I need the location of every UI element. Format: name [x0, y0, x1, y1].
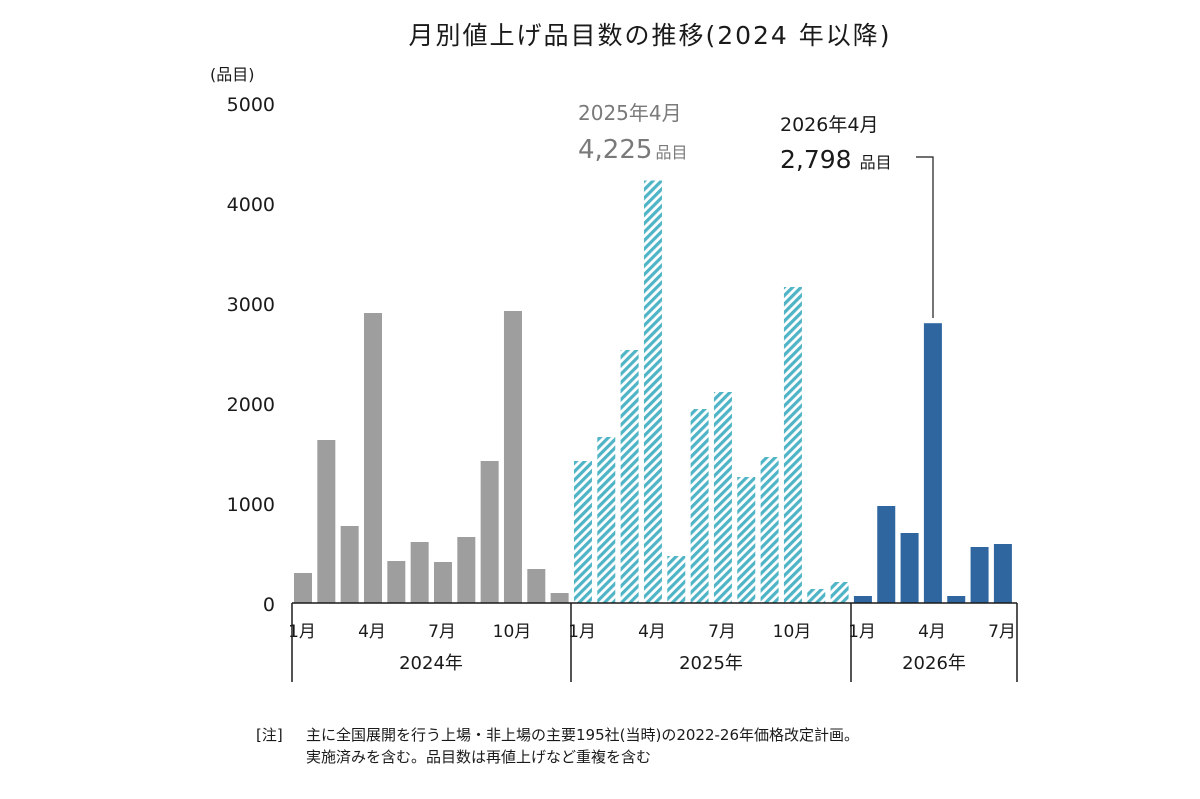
bar-2025-4 [643, 180, 662, 603]
bar-2024-12 [550, 593, 569, 603]
year-label-2025: 2025年 [679, 653, 743, 674]
bar-2024-2 [317, 440, 336, 603]
bar-2024-4 [363, 313, 382, 603]
bar-2024-9 [480, 461, 499, 603]
callout-2026-date: 2026年4月 [780, 114, 878, 136]
footnote-prefix: [注] [256, 726, 283, 744]
x-tick-label: 10月 [493, 622, 532, 642]
x-tick-label: 1月 [848, 622, 876, 642]
x-tick-label: 4月 [358, 622, 386, 642]
y-tick-label: 4000 [227, 194, 275, 216]
bar-2025-5 [667, 556, 686, 603]
y-tick-label: 5000 [227, 94, 275, 116]
bar-2026-3 [900, 533, 919, 603]
bar-2025-10 [783, 287, 802, 603]
callout-2026-value: 2,798 [780, 145, 852, 174]
y-tick-label: 3000 [227, 294, 275, 316]
bar-2025-8 [737, 477, 756, 603]
bar-2025-3 [620, 350, 639, 603]
bar-2026-2 [877, 506, 896, 603]
bar-2025-7 [713, 392, 732, 603]
bars-group [294, 180, 1012, 603]
bar-2025-1 [573, 461, 592, 603]
year-label-2026: 2026年 [902, 653, 966, 674]
callout-2025-value: 4,225 [578, 135, 652, 165]
callout-2026-unit: 品目 [860, 153, 892, 172]
bar-2025-11 [807, 589, 826, 603]
bar-2026-7 [993, 544, 1012, 603]
x-tick-label: 1月 [288, 622, 316, 642]
x-tick-label: 7月 [708, 622, 736, 642]
chart-title: 月別値上げ品目数の推移(2024 年以降) [408, 21, 891, 50]
callout-2026-leader-line [916, 156, 934, 318]
callout-2025-april: 2025年4月 4,225 品目 [578, 101, 687, 165]
bar-2026-4 [923, 323, 942, 603]
footnote: [注] 主に全国展開を行う上場・非上場の主要195社(当時)の2022-26年価… [256, 726, 859, 766]
bar-2025-6 [690, 409, 709, 603]
bar-2026-5 [947, 596, 966, 603]
bar-2025-9 [760, 457, 779, 603]
y-axis-unit-label: (品目) [210, 65, 255, 84]
y-axis-tick-labels: 0 1000 2000 3000 4000 5000 [227, 94, 275, 616]
bar-2026-6 [970, 547, 989, 603]
y-tick-label: 1000 [227, 494, 275, 516]
bar-2024-5 [387, 561, 406, 603]
x-axis-tick-labels: 1月 4月 7月 10月 1月 4月 7月 10月 1月 4月 7月 [288, 622, 1016, 642]
footnote-line-1: 主に全国展開を行う上場・非上場の主要195社(当時)の2022-26年価格改定計… [306, 726, 859, 744]
x-tick-label: 1月 [568, 622, 596, 642]
callout-2025-date: 2025年4月 [578, 101, 682, 125]
bar-2026-1 [853, 596, 872, 603]
bar-2024-1 [294, 573, 312, 603]
bar-2024-11 [527, 569, 546, 603]
y-tick-label: 2000 [227, 394, 275, 416]
bar-2024-7 [433, 562, 452, 603]
x-tick-label: 7月 [988, 622, 1016, 642]
footnote-line-2: 実施済みを含む。品目数は再値上げなど重複を含む [306, 748, 651, 766]
bar-2024-3 [340, 526, 359, 603]
bar-2024-6 [410, 542, 429, 603]
year-label-2024: 2024年 [399, 653, 463, 674]
callout-2026-april: 2026年4月 2,798 品目 [780, 114, 934, 318]
y-tick-label: 0 [263, 594, 275, 616]
x-tick-label: 4月 [638, 622, 666, 642]
x-tick-label: 7月 [428, 622, 456, 642]
bar-2024-10 [503, 311, 522, 603]
bar-2025-2 [597, 437, 616, 603]
callout-2025-unit: 品目 [655, 143, 687, 162]
x-tick-label: 10月 [773, 622, 812, 642]
bar-2024-8 [457, 537, 476, 603]
bar-2025-12 [830, 582, 849, 603]
x-tick-label: 4月 [918, 622, 946, 642]
